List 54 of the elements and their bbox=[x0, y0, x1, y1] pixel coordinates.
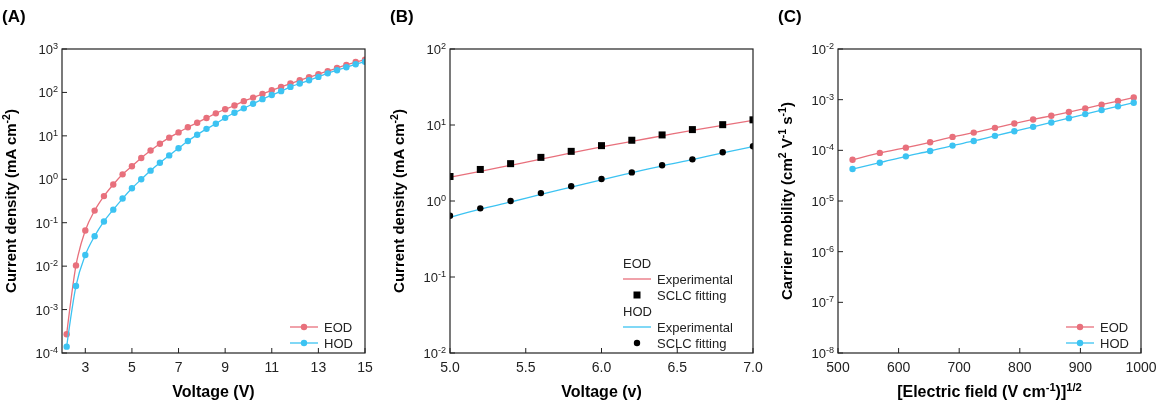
x-tick-label: 5.0 bbox=[440, 359, 460, 375]
y-tick-label: 10$^{2}$ bbox=[426, 41, 446, 57]
y-tick-label: 10$^{-8}$ bbox=[811, 345, 834, 361]
legend-label: HOD bbox=[324, 336, 353, 351]
x-tick-label: 5 bbox=[128, 359, 137, 375]
x-tick-label: 7 bbox=[174, 359, 183, 375]
chart-title: (B) bbox=[390, 7, 414, 26]
legend-label: Experimental bbox=[657, 272, 733, 287]
y-tick-label: 10$^{-2}$ bbox=[423, 345, 446, 361]
y-tick-label: 10$^{-2}$ bbox=[35, 258, 58, 275]
x-tick-label: 9 bbox=[221, 359, 230, 375]
y-tick-label: 10$^{-3}$ bbox=[811, 91, 834, 108]
x-tick-label: 6.5 bbox=[667, 359, 688, 375]
x-tick-label: 7.0 bbox=[743, 359, 763, 375]
chart-title: (C) bbox=[778, 7, 802, 26]
annotation: EOD bbox=[623, 256, 652, 271]
x-tick-label: 900 bbox=[1068, 359, 1093, 375]
x-tick-label: 13 bbox=[310, 359, 327, 375]
x-tick-label: 3 bbox=[81, 359, 90, 375]
y-tick-label: 10$^{-6}$ bbox=[811, 243, 834, 260]
y-tick-label: 10$^{1}$ bbox=[38, 127, 58, 144]
annotation: HOD bbox=[623, 304, 652, 319]
legend-label: SCLC fitting bbox=[657, 288, 727, 303]
x-axis-title: Voltage (v) bbox=[561, 383, 642, 400]
y-tick-label: 10$^{0}$ bbox=[38, 171, 58, 188]
x-axis-title: Voltage (V) bbox=[172, 383, 255, 400]
y-tick-label: 10$^{-3}$ bbox=[35, 301, 58, 318]
x-tick-label: 5.5 bbox=[516, 359, 536, 375]
y-tick-label: 10$^{-1}$ bbox=[423, 269, 446, 285]
legend-label: EOD bbox=[324, 320, 353, 335]
legend-label: HOD bbox=[1100, 336, 1129, 351]
y-tick-label: 10$^{0}$ bbox=[426, 193, 446, 209]
x-tick-label: 1000 bbox=[1125, 359, 1157, 375]
x-tick-label: 6.0 bbox=[591, 359, 612, 375]
x-tick-label: 700 bbox=[947, 359, 972, 375]
y-tick-label: 10$^{-5}$ bbox=[811, 193, 834, 209]
y-tick-label: 10$^{1}$ bbox=[426, 117, 446, 133]
x-tick-label: 500 bbox=[826, 359, 850, 375]
x-tick-label: 15 bbox=[357, 359, 373, 375]
x-axis-title: [Electric field (V cm$^{-1}$)]$^{1/2}$ bbox=[897, 381, 1082, 400]
y-tick-label: 10$^{3}$ bbox=[38, 41, 58, 57]
y-tick-label: 10$^{-7}$ bbox=[811, 294, 834, 311]
y-tick-label: 10$^{-4}$ bbox=[811, 142, 834, 159]
y-tick-label: 10$^{2}$ bbox=[38, 84, 58, 101]
y-tick-label: 10$^{-4}$ bbox=[35, 345, 58, 361]
legend-label: SCLC fitting bbox=[657, 336, 727, 351]
y-tick-label: 10$^{-2}$ bbox=[811, 41, 834, 57]
y-tick-label: 10$^{-1}$ bbox=[35, 214, 58, 231]
x-tick-label: 600 bbox=[886, 359, 911, 375]
legend-label: EOD bbox=[1100, 320, 1129, 335]
x-tick-label: 11 bbox=[264, 359, 280, 375]
chart-title: (A) bbox=[2, 7, 26, 26]
legend-label: Experimental bbox=[657, 320, 733, 335]
x-tick-label: 800 bbox=[1008, 359, 1032, 375]
